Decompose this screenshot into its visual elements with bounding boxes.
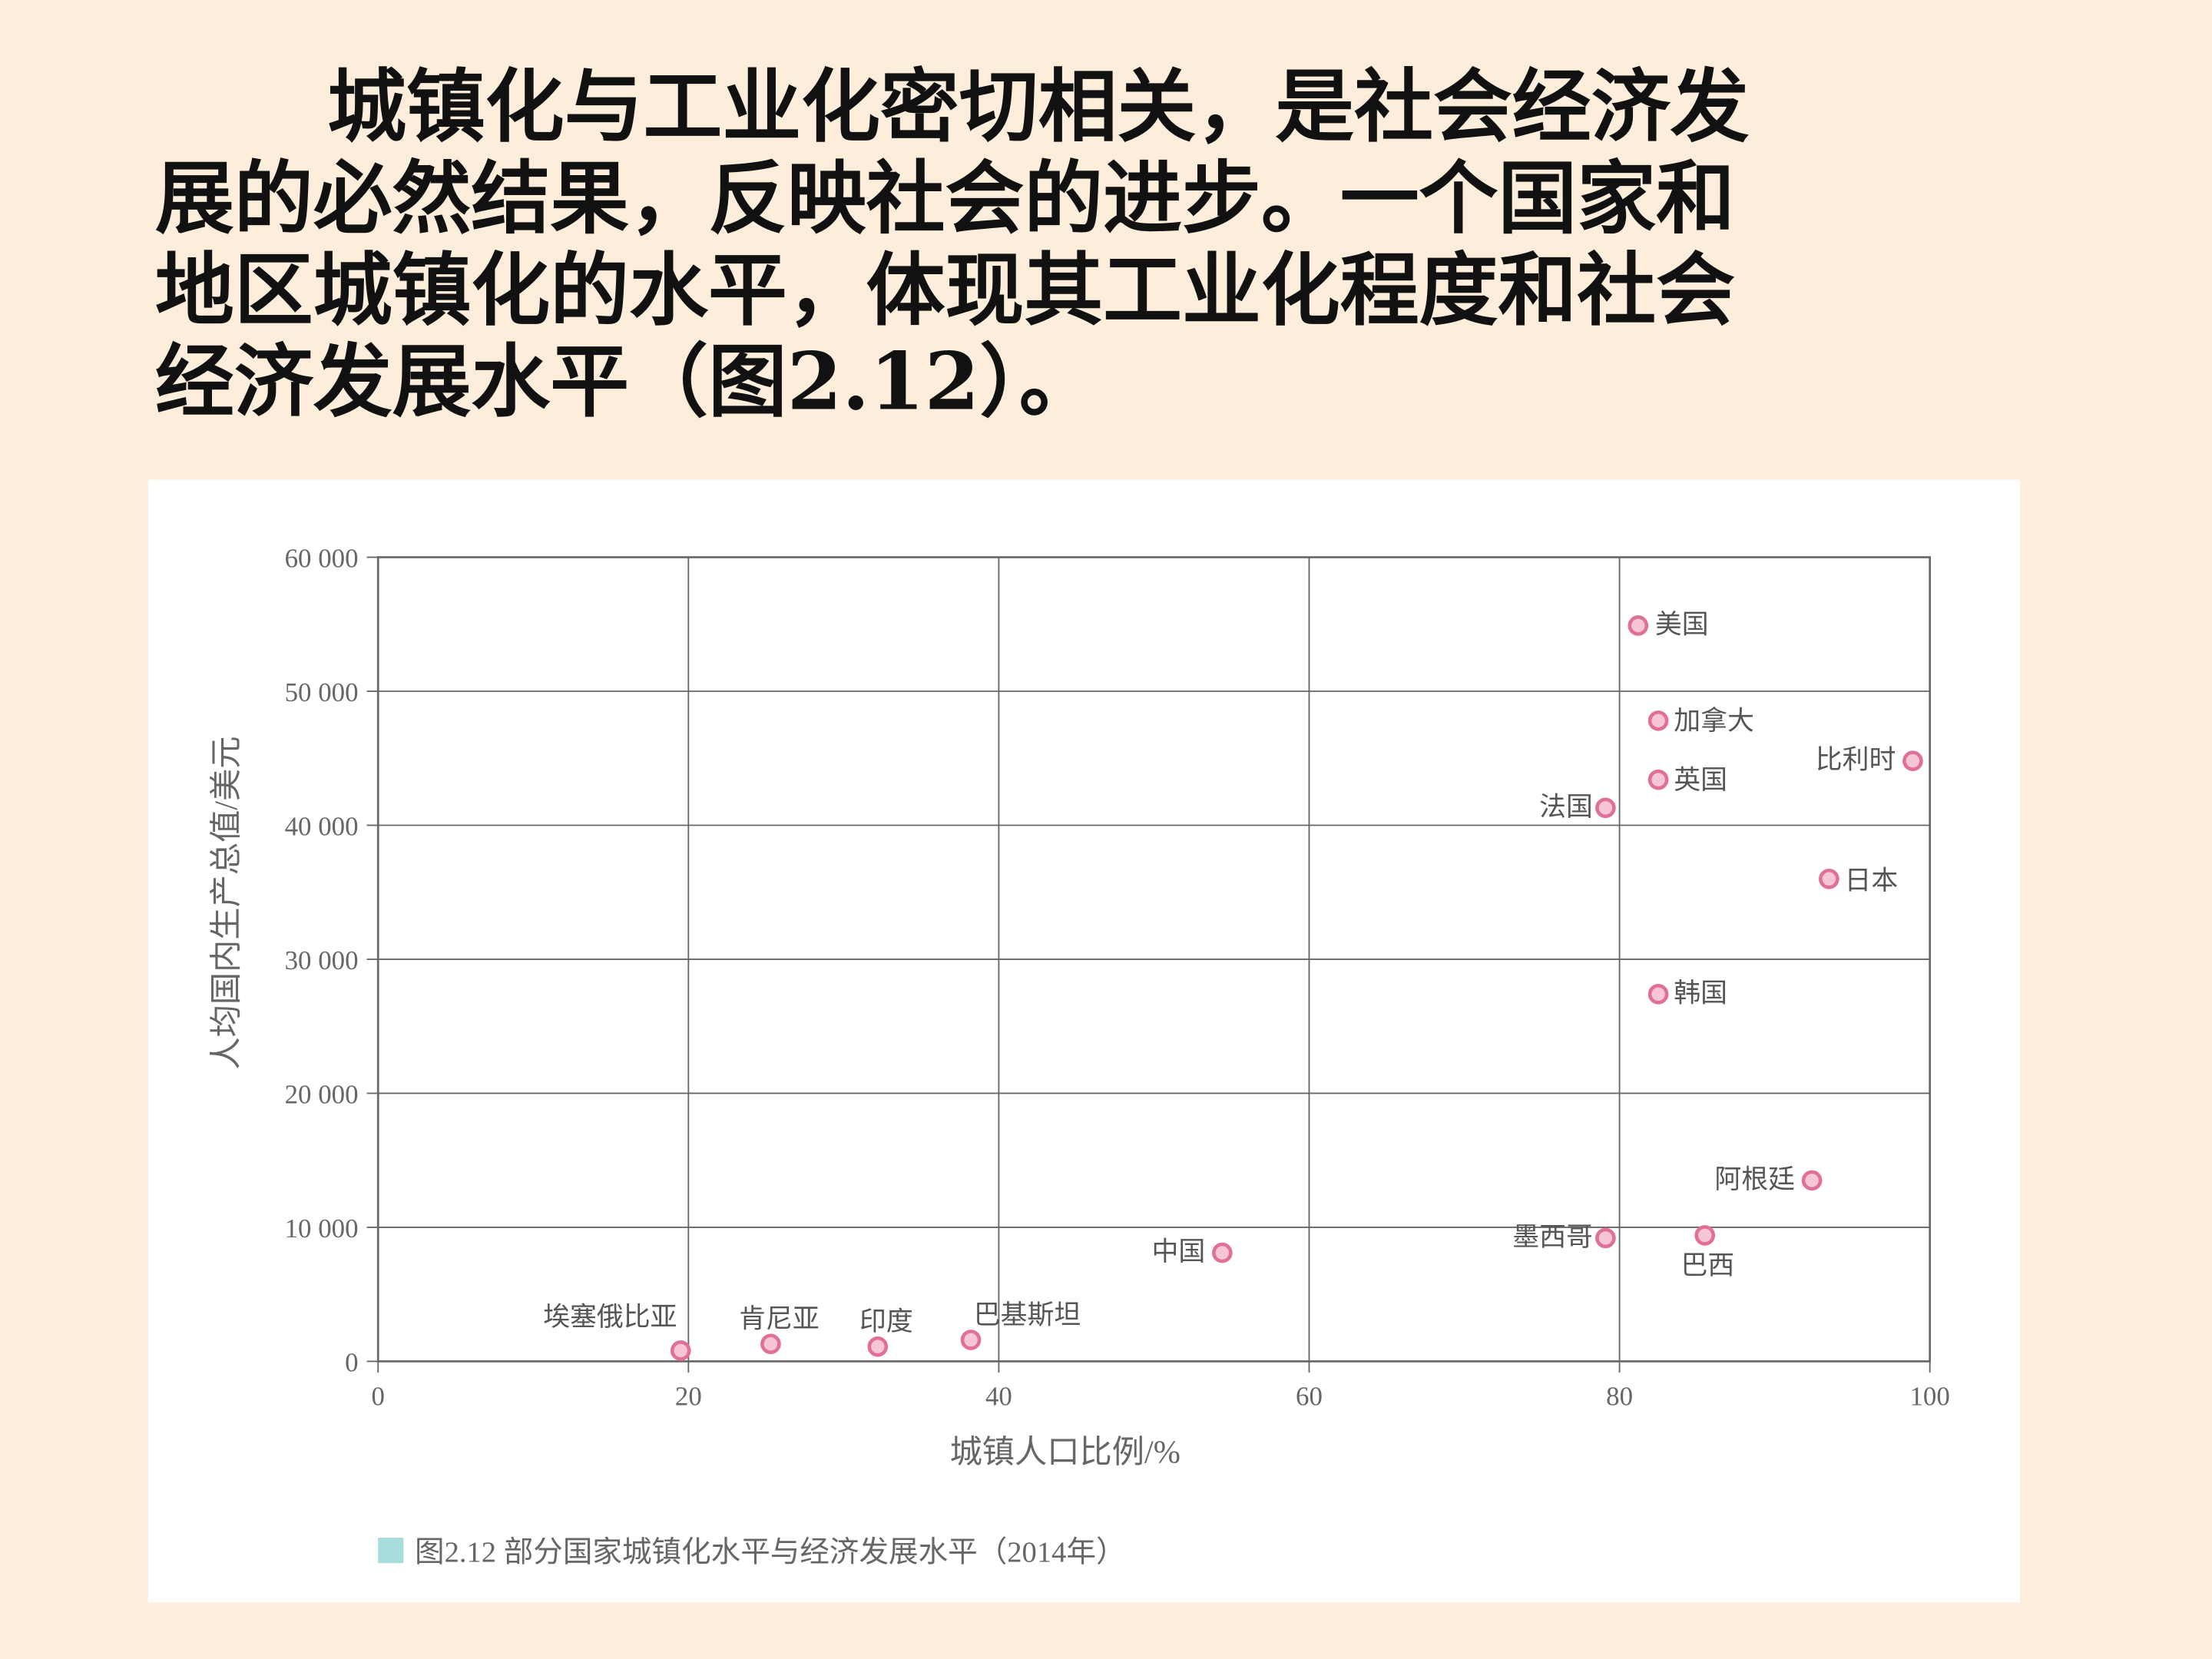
point-label: 日本 bbox=[1845, 866, 1899, 896]
point-label: 肯尼亚 bbox=[739, 1304, 820, 1335]
data-point bbox=[1595, 797, 1616, 819]
data-point bbox=[1902, 750, 1923, 772]
data-point bbox=[1647, 984, 1669, 1005]
x-tick-label: 60 bbox=[1296, 1381, 1323, 1411]
chart-panel bbox=[147, 479, 2021, 1603]
y-tick-label: 20 000 bbox=[285, 1079, 359, 1109]
plot: 0 10 000 20 000 30 000 40 000 50 000 60 000 0 20… bbox=[285, 543, 1950, 1411]
point-label: 印度 bbox=[859, 1306, 913, 1337]
data-point bbox=[960, 1330, 982, 1350]
y-tick-label: 0 bbox=[345, 1347, 358, 1377]
data-point bbox=[1694, 1225, 1716, 1246]
data-point bbox=[1819, 868, 1839, 889]
x-tick-label: 80 bbox=[1606, 1381, 1633, 1411]
point-label: 英国 bbox=[1674, 765, 1727, 796]
y-tick-label: 30 000 bbox=[285, 945, 359, 975]
y-tick-label: 50 000 bbox=[285, 677, 359, 707]
data-point bbox=[760, 1333, 781, 1355]
point-label: 美国 bbox=[1655, 610, 1709, 641]
x-tick-label: 0 bbox=[372, 1381, 385, 1411]
point-label: 韩国 bbox=[1674, 978, 1727, 1008]
caption-marker bbox=[378, 1538, 404, 1564]
x-tick-label: 40 bbox=[985, 1381, 1012, 1411]
point-label: 法国 bbox=[1539, 792, 1593, 823]
paragraph-line: 城镇化与工业化密切相关，是社会经济发 bbox=[327, 60, 1749, 153]
data-point bbox=[1647, 769, 1669, 790]
data-point bbox=[1628, 615, 1649, 636]
data-point bbox=[1647, 710, 1669, 731]
data-point bbox=[1212, 1242, 1233, 1263]
point-label: 阿根廷 bbox=[1714, 1164, 1795, 1195]
point-label: 加拿大 bbox=[1674, 706, 1754, 737]
data-point bbox=[1595, 1227, 1616, 1249]
y-tick-label: 40 000 bbox=[285, 811, 359, 841]
data-point bbox=[1801, 1170, 1823, 1191]
y-axis-label: 人均国内生产总值/美元 bbox=[209, 736, 245, 1069]
paragraph-line: 展的必然结果，反映社会的进步。一个国家和 bbox=[155, 152, 1735, 245]
data-point bbox=[867, 1336, 889, 1357]
point-label: 埃塞俄比亚 bbox=[543, 1302, 677, 1333]
y-tick-label: 60 000 bbox=[285, 543, 359, 573]
x-tick-label: 100 bbox=[1909, 1381, 1949, 1411]
point-label: 中国 bbox=[1152, 1237, 1206, 1267]
x-axis-label: 城镇人口比例/% bbox=[950, 1435, 1181, 1471]
y-tick-label: 10 000 bbox=[285, 1214, 359, 1243]
data-point bbox=[670, 1340, 691, 1361]
point-label: 巴西 bbox=[1681, 1250, 1734, 1281]
x-tick-label: 20 bbox=[675, 1381, 702, 1411]
point-label: 比利时 bbox=[1816, 745, 1896, 776]
chart-caption: 图2.12 部分国家城镇化水平与经济发展水平（2014年） bbox=[415, 1535, 1126, 1568]
point-label: 墨西哥 bbox=[1512, 1222, 1593, 1253]
paragraph-line: 地区城镇化的水平，体现其工业化程度和社会 bbox=[155, 243, 1735, 336]
point-label: 巴基斯坦 bbox=[974, 1300, 1081, 1330]
paragraph-line: 经济发展水平（图2.12）。 bbox=[155, 336, 1098, 429]
